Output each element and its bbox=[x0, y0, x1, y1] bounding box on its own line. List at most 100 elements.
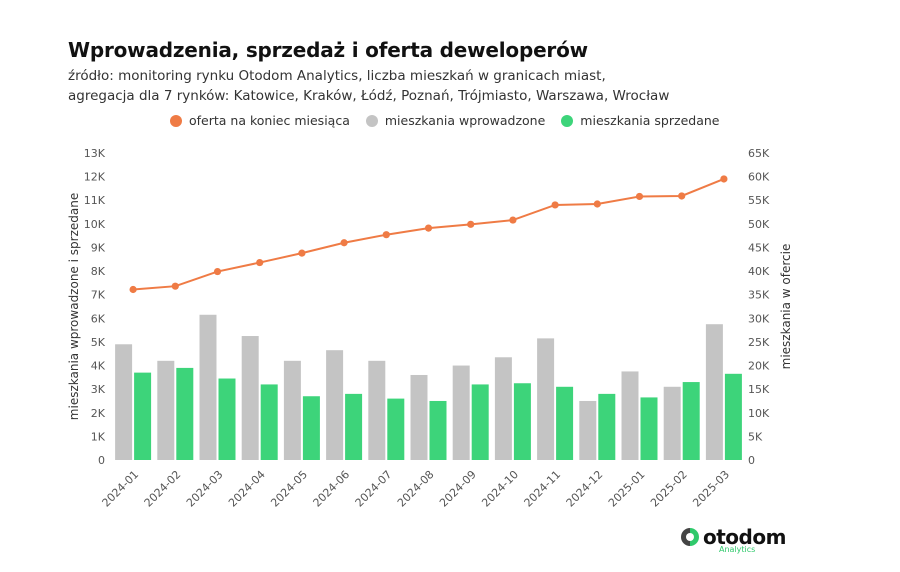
y-left-tick-label: 10K bbox=[84, 218, 106, 231]
bar-sprzedane bbox=[345, 393, 363, 460]
y-right-tick-label: 5K bbox=[748, 430, 763, 443]
legend-item-wprowadzone: mieszkania wprowadzone bbox=[365, 113, 545, 128]
legend-item-sprzedane: mieszkania sprzedane bbox=[561, 113, 719, 128]
y-right-axis-title: mieszkania w ofercie bbox=[779, 244, 793, 370]
y-left-tick-label: 1K bbox=[91, 430, 106, 443]
y-right-tick-label: 45K bbox=[748, 241, 770, 254]
x-tick-label: 2024-01 bbox=[100, 468, 142, 510]
y-right-tick-label: 50K bbox=[748, 218, 770, 231]
chart-subtitle-line2: agregacja dla 7 rynków: Katowice, Kraków… bbox=[68, 88, 670, 104]
bar-wprowadzone bbox=[452, 365, 470, 460]
point-oferta bbox=[129, 285, 137, 294]
x-tick-label: 2024-08 bbox=[395, 468, 437, 510]
point-oferta bbox=[467, 220, 475, 228]
x-tick-label: 2025-01 bbox=[606, 468, 648, 510]
x-tick-label: 2025-02 bbox=[648, 468, 690, 510]
bar-sprzedane bbox=[640, 397, 658, 460]
point-oferta bbox=[256, 258, 264, 267]
bar-wprowadzone bbox=[663, 386, 681, 460]
x-tick-label: 2024-02 bbox=[142, 468, 184, 510]
x-tick-label: 2024-09 bbox=[437, 468, 479, 510]
legend-label-sprzedane: mieszkania sprzedane bbox=[580, 113, 720, 128]
bar-wprowadzone bbox=[241, 336, 259, 460]
point-oferta bbox=[635, 192, 644, 201]
bar-wprowadzone bbox=[579, 400, 597, 460]
bar-sprzedane bbox=[134, 372, 152, 460]
y-right-tick-label: 40K bbox=[748, 265, 770, 278]
x-tick-label: 2024-12 bbox=[564, 468, 606, 510]
bar-sprzedane bbox=[218, 378, 236, 460]
y-left-tick-label: 3K bbox=[91, 383, 106, 396]
point-oferta bbox=[424, 224, 433, 232]
bar-sprzedane bbox=[682, 382, 700, 460]
x-tick-label: 2024-05 bbox=[268, 468, 310, 510]
y-left-tick-label: 7K bbox=[91, 289, 106, 302]
y-right-tick-label: 35K bbox=[748, 289, 770, 302]
y-left-tick-label: 2K bbox=[91, 407, 106, 420]
point-oferta bbox=[720, 175, 728, 183]
bar-sprzedane bbox=[471, 384, 489, 460]
y-right-tick-label: 55K bbox=[748, 194, 770, 207]
y-right-tick-label: 0 bbox=[748, 454, 755, 467]
otodom-logo-sub: Analytics bbox=[719, 545, 756, 554]
line-oferta bbox=[133, 178, 725, 291]
bar-wprowadzone bbox=[705, 324, 723, 460]
otodom-logo: otodom bbox=[681, 525, 786, 549]
y-left-tick-label: 12K bbox=[84, 171, 106, 184]
point-oferta bbox=[678, 192, 686, 200]
x-tick-label: 2024-10 bbox=[479, 468, 521, 510]
y-left-tick-label: 11K bbox=[84, 194, 106, 207]
bar-sprzedane bbox=[556, 386, 574, 460]
legend-swatch-wprowadzone bbox=[365, 114, 378, 127]
legend-swatch-sprzedane bbox=[561, 114, 574, 127]
y-right-tick-label: 20K bbox=[748, 360, 770, 373]
bar-wprowadzone bbox=[199, 314, 217, 460]
y-right-tick-label: 30K bbox=[748, 312, 770, 325]
point-oferta bbox=[298, 249, 306, 257]
otodom-logo-text: otodom bbox=[703, 525, 786, 549]
x-tick-label: 2024-03 bbox=[184, 468, 226, 510]
legend-item-oferta: oferta na koniec miesiąca bbox=[170, 113, 350, 128]
point-oferta bbox=[551, 201, 559, 209]
y-left-tick-label: 5K bbox=[91, 336, 106, 349]
bar-sprzedane bbox=[302, 396, 320, 460]
y-right-tick-label: 65K bbox=[748, 147, 770, 160]
y-left-tick-label: 13K bbox=[84, 147, 106, 160]
y-right-tick-label: 15K bbox=[748, 383, 770, 396]
bar-sprzedane bbox=[176, 367, 194, 460]
bar-sprzedane bbox=[598, 393, 616, 460]
bar-wprowadzone bbox=[537, 338, 555, 460]
point-oferta bbox=[213, 267, 222, 276]
chart-legend: oferta na koniec miesiąca mieszkania wpr… bbox=[170, 113, 719, 128]
point-oferta bbox=[171, 282, 179, 290]
bar-wprowadzone bbox=[494, 357, 512, 460]
bar-wprowadzone bbox=[621, 371, 639, 460]
x-tick-label: 2024-04 bbox=[226, 468, 268, 510]
y-left-tick-label: 9K bbox=[91, 241, 106, 254]
y-right-tick-label: 10K bbox=[748, 407, 770, 420]
y-left-tick-label: 4K bbox=[91, 360, 106, 373]
y-right-tick-label: 60K bbox=[748, 171, 770, 184]
bar-wprowadzone bbox=[326, 350, 344, 460]
bar-wprowadzone bbox=[115, 344, 133, 460]
point-oferta bbox=[382, 231, 390, 239]
bar-sprzedane bbox=[513, 383, 531, 460]
y-left-tick-label: 6K bbox=[91, 312, 106, 325]
bar-sprzedane bbox=[260, 384, 278, 460]
bar-wprowadzone bbox=[157, 360, 175, 460]
bar-wprowadzone bbox=[410, 374, 428, 460]
point-oferta bbox=[340, 239, 348, 247]
x-tick-label: 2024-06 bbox=[311, 468, 353, 510]
otodom-logo-icon bbox=[681, 528, 699, 546]
chart-title: Wprowadzenia, sprzedaż i oferta dewelope… bbox=[68, 38, 588, 62]
bar-sprzedane bbox=[429, 400, 447, 460]
x-tick-label: 2025-03 bbox=[690, 468, 732, 510]
point-oferta bbox=[593, 200, 601, 208]
y-right-tick-label: 25K bbox=[748, 336, 770, 349]
y-left-axis-title: mieszkania wprowadzone i sprzedane bbox=[67, 193, 81, 420]
x-tick-label: 2024-11 bbox=[522, 468, 564, 510]
y-left-tick-label: 8K bbox=[91, 265, 106, 278]
bar-sprzedane bbox=[387, 398, 405, 460]
bar-wprowadzone bbox=[368, 360, 386, 460]
